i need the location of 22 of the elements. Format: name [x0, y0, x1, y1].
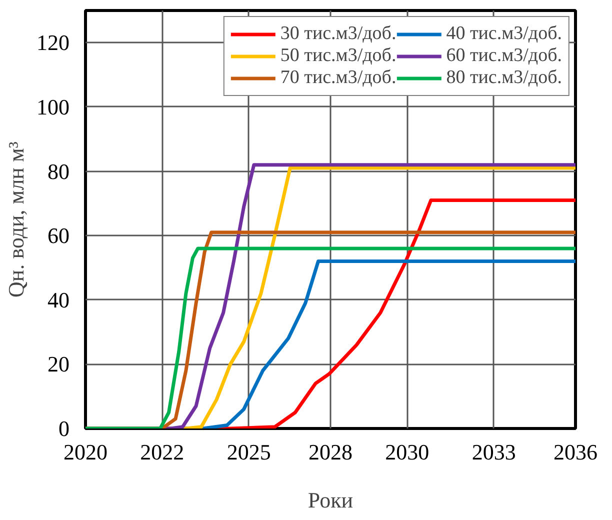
- y-axis-title: Qн. води, млн м³: [4, 141, 28, 298]
- y-tick-label: 60: [48, 223, 70, 248]
- y-tick-label: 0: [58, 416, 70, 441]
- x-tick-label: 2022: [140, 440, 184, 464]
- legend-label: 30 тис.м3/доб.: [280, 23, 396, 45]
- x-axis-title: Роки: [308, 488, 354, 512]
- y-tick-label: 120: [36, 30, 70, 56]
- legend-label: 60 тис.м3/доб.: [446, 45, 562, 67]
- legend-label: 40 тис.м3/доб.: [446, 23, 562, 45]
- x-tick-label: 2033: [472, 440, 516, 464]
- x-tick-label: 2025: [226, 440, 271, 464]
- y-tick-label: 40: [48, 287, 70, 312]
- y-tick-label: 80: [48, 158, 70, 184]
- legend-label: 50 тис.м3/доб.: [280, 45, 396, 67]
- legend-label: 70 тис.м3/доб.: [280, 67, 396, 89]
- x-tick-label: 2028: [308, 440, 352, 464]
- x-tick-label: 2030: [385, 440, 430, 464]
- y-tick-label: 100: [36, 94, 70, 120]
- y-tick-label: 20: [48, 352, 70, 377]
- legend-label: 80 тис.м3/доб.: [446, 67, 562, 89]
- x-tick-label: 2020: [64, 440, 108, 464]
- x-tick-label: 2036: [554, 440, 598, 464]
